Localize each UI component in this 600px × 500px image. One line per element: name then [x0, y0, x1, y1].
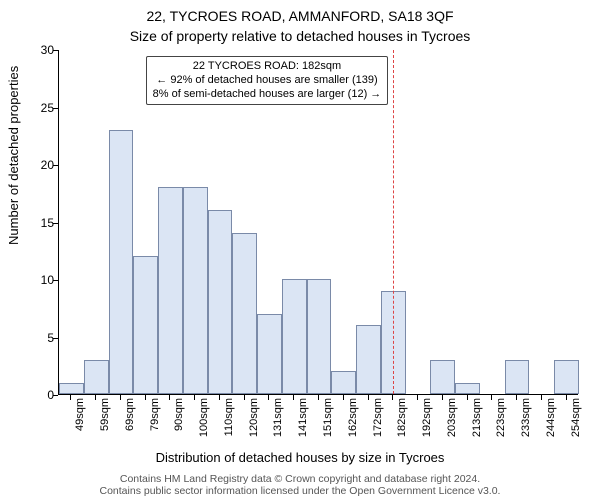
x-tick-mark — [516, 395, 517, 400]
y-tick-mark — [53, 395, 58, 396]
x-tick-label: 213sqm — [471, 398, 483, 448]
x-tick-label: 90sqm — [173, 398, 185, 448]
histogram-bar — [257, 314, 282, 395]
x-tick-mark — [343, 395, 344, 400]
x-tick-label: 244sqm — [545, 398, 557, 448]
reference-line — [393, 50, 394, 394]
histogram-bar — [183, 187, 208, 394]
x-tick-mark — [194, 395, 195, 400]
x-tick-mark — [467, 395, 468, 400]
x-tick-mark — [268, 395, 269, 400]
x-tick-label: 172sqm — [372, 398, 384, 448]
histogram-bar — [430, 360, 455, 395]
x-tick-label: 162sqm — [347, 398, 359, 448]
x-tick-label: 49sqm — [74, 398, 86, 448]
footer-line2: Contains public sector information licen… — [100, 485, 501, 497]
x-tick-mark — [318, 395, 319, 400]
y-axis-label: Number of detached properties — [6, 66, 21, 245]
histogram-bar — [554, 360, 579, 395]
y-tick-label: 5 — [30, 331, 54, 345]
x-tick-label: 79sqm — [149, 398, 161, 448]
x-tick-label: 59sqm — [99, 398, 111, 448]
x-tick-label: 141sqm — [297, 398, 309, 448]
x-tick-mark — [120, 395, 121, 400]
histogram-bar — [133, 256, 158, 394]
y-tick-label: 30 — [30, 43, 54, 57]
x-tick-mark — [244, 395, 245, 400]
histogram-bar — [84, 360, 109, 395]
x-tick-mark — [392, 395, 393, 400]
histogram-bar — [307, 279, 332, 394]
histogram-bar — [356, 325, 381, 394]
x-tick-label: 100sqm — [198, 398, 210, 448]
histogram-bar — [109, 130, 134, 395]
x-tick-label: 203sqm — [446, 398, 458, 448]
y-tick-label: 10 — [30, 273, 54, 287]
x-tick-mark — [417, 395, 418, 400]
histogram-bar — [232, 233, 257, 394]
x-tick-mark — [442, 395, 443, 400]
x-tick-label: 182sqm — [396, 398, 408, 448]
x-tick-mark — [566, 395, 567, 400]
histogram-bar — [282, 279, 307, 394]
x-tick-label: 120sqm — [248, 398, 260, 448]
x-tick-mark — [219, 395, 220, 400]
plot-area: 22 TYCROES ROAD: 182sqm← 92% of detached… — [58, 50, 578, 395]
x-tick-mark — [169, 395, 170, 400]
histogram-bar — [331, 371, 356, 394]
x-tick-label: 254sqm — [570, 398, 582, 448]
x-tick-mark — [491, 395, 492, 400]
callout-line2: ← 92% of detached houses are smaller (13… — [153, 74, 382, 88]
x-tick-label: 131sqm — [272, 398, 284, 448]
y-tick-label: 0 — [30, 388, 54, 402]
callout-box: 22 TYCROES ROAD: 182sqm← 92% of detached… — [146, 56, 389, 105]
x-tick-mark — [368, 395, 369, 400]
x-axis-label: Distribution of detached houses by size … — [0, 450, 600, 465]
x-tick-mark — [95, 395, 96, 400]
callout-line1: 22 TYCROES ROAD: 182sqm — [153, 60, 382, 74]
histogram-bar — [505, 360, 530, 395]
x-tick-mark — [145, 395, 146, 400]
y-tick-label: 25 — [30, 101, 54, 115]
histogram-bar — [208, 210, 233, 394]
y-tick-label: 20 — [30, 158, 54, 172]
x-tick-label: 223sqm — [495, 398, 507, 448]
x-tick-label: 192sqm — [421, 398, 433, 448]
histogram-bar — [158, 187, 183, 394]
x-tick-mark — [70, 395, 71, 400]
callout-line3: 8% of semi-detached houses are larger (1… — [153, 88, 382, 102]
y-tick-label: 15 — [30, 216, 54, 230]
x-tick-label: 151sqm — [322, 398, 334, 448]
x-tick-mark — [541, 395, 542, 400]
x-tick-label: 110sqm — [223, 398, 235, 448]
x-tick-label: 69sqm — [124, 398, 136, 448]
footer-line1: Contains HM Land Registry data © Crown c… — [120, 473, 480, 485]
histogram-bar — [59, 383, 84, 395]
footer: Contains HM Land Registry data © Crown c… — [0, 473, 600, 497]
x-tick-mark — [293, 395, 294, 400]
x-tick-label: 233sqm — [520, 398, 532, 448]
chart-title-line1: 22, TYCROES ROAD, AMMANFORD, SA18 3QF — [0, 8, 600, 24]
histogram-bar — [455, 383, 480, 395]
chart-title-line2: Size of property relative to detached ho… — [0, 28, 600, 44]
chart-container: 22, TYCROES ROAD, AMMANFORD, SA18 3QF Si… — [0, 0, 600, 500]
